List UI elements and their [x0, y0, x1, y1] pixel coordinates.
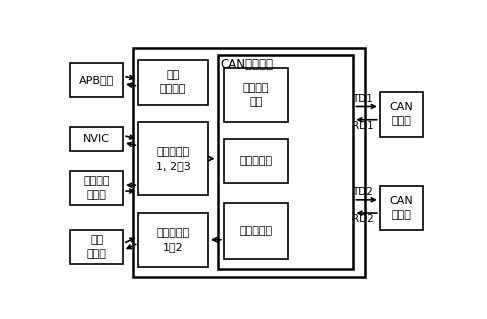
Bar	[70, 127, 123, 151]
Bar	[380, 92, 423, 137]
Text: 错误管理
逻辑: 错误管理 逻辑	[243, 83, 269, 107]
Text: CAN
收发器: CAN 收发器	[390, 196, 413, 220]
Text: NVIC: NVIC	[83, 134, 110, 144]
Bar	[224, 203, 288, 259]
Bar	[70, 171, 123, 205]
Bar	[138, 60, 208, 105]
Text: RD2: RD2	[352, 214, 374, 224]
Text: CAN内核模块: CAN内核模块	[220, 57, 273, 70]
Text: APB总线: APB总线	[79, 75, 114, 85]
Text: 通用状态
寄存器: 通用状态 寄存器	[83, 176, 110, 200]
Bar	[70, 230, 123, 264]
Bar	[224, 139, 288, 183]
Text: 接收缓冲器
1和2: 接收缓冲器 1和2	[157, 228, 190, 252]
Bar	[138, 213, 208, 267]
Text: 接收
滤波器: 接收 滤波器	[87, 235, 107, 259]
Bar	[218, 56, 354, 269]
Text: TD2: TD2	[353, 187, 373, 197]
Text: 发送缓冲器
1, 2和3: 发送缓冲器 1, 2和3	[156, 147, 190, 171]
Bar	[224, 68, 288, 122]
Bar	[70, 63, 123, 97]
Text: 位进处理器: 位进处理器	[240, 226, 273, 236]
Bar	[132, 48, 365, 277]
Text: 接口
管理逻辑: 接口 管理逻辑	[160, 70, 187, 94]
Text: 位时序逻辑: 位时序逻辑	[240, 156, 273, 166]
Text: TD1: TD1	[353, 94, 373, 104]
Bar	[138, 122, 208, 196]
Text: RD1: RD1	[352, 121, 374, 131]
Text: CAN
收发器: CAN 收发器	[390, 102, 413, 126]
Bar	[380, 186, 423, 230]
